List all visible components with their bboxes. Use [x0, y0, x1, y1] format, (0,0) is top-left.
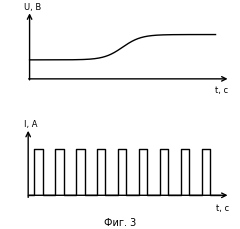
Text: I, A: I, A [24, 120, 37, 128]
Text: t, с: t, с [216, 203, 229, 212]
Text: Фиг. 3: Фиг. 3 [104, 217, 136, 227]
Text: U, В: U, В [24, 3, 41, 11]
Text: t, с: t, с [216, 86, 228, 95]
